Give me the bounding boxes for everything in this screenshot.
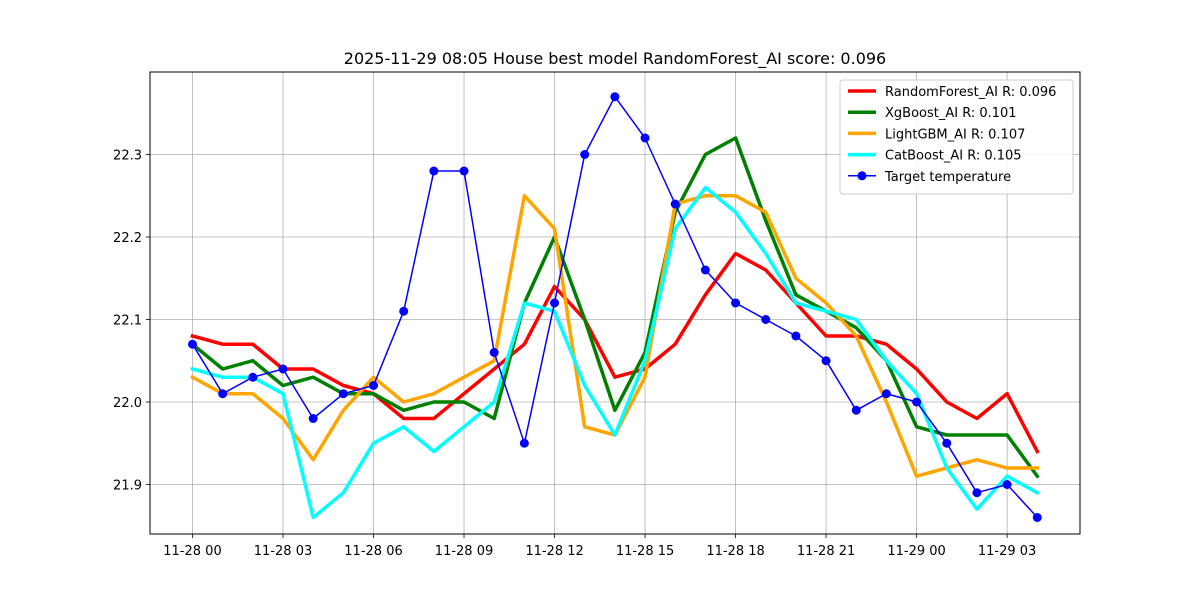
series-line bbox=[190, 251, 1040, 454]
data-point bbox=[761, 315, 771, 324]
data-point bbox=[550, 298, 560, 308]
data-point bbox=[670, 199, 680, 209]
data-point bbox=[851, 405, 861, 415]
data-point bbox=[1002, 480, 1012, 489]
data-point bbox=[791, 331, 801, 341]
plot-frame bbox=[149, 71, 1081, 535]
data-point bbox=[580, 150, 590, 159]
data-point bbox=[278, 364, 288, 374]
data-point bbox=[429, 166, 439, 176]
data-point bbox=[459, 166, 469, 176]
data-point bbox=[218, 389, 228, 399]
x-tick-label: 11-28 06 bbox=[344, 544, 402, 559]
data-point bbox=[399, 306, 409, 316]
x-tick-label: 11-28 00 bbox=[163, 544, 221, 559]
legend-label: CatBoost_AI R: 0.105 bbox=[885, 149, 1022, 164]
series-3 bbox=[190, 185, 1040, 520]
legend-item: RandomForest_AI R: 0.096 bbox=[848, 85, 1056, 100]
series-1 bbox=[190, 136, 1040, 479]
x-tick-label: 11-28 03 bbox=[254, 544, 312, 559]
data-point bbox=[519, 438, 529, 448]
data-point bbox=[942, 438, 952, 448]
x-tick-label: 11-28 15 bbox=[616, 544, 674, 559]
legend-marker bbox=[857, 171, 867, 181]
x-tick-label: 11-28 18 bbox=[706, 544, 764, 559]
y-tick-label: 22.1 bbox=[113, 314, 142, 329]
y-tick-label: 22.2 bbox=[113, 231, 142, 246]
data-point bbox=[1032, 513, 1042, 522]
x-tick-label: 11-29 00 bbox=[887, 544, 945, 559]
x-tick-label: 11-28 21 bbox=[797, 544, 855, 559]
data-point bbox=[338, 389, 348, 399]
data-point bbox=[912, 397, 922, 407]
x-tick-label: 11-28 09 bbox=[435, 544, 493, 559]
series-line bbox=[190, 136, 1040, 479]
data-point bbox=[248, 372, 258, 382]
data-point bbox=[308, 414, 318, 423]
legend-item: LightGBM_AI R: 0.107 bbox=[848, 127, 1025, 142]
legend-label: LightGBM_AI R: 0.107 bbox=[885, 127, 1025, 142]
series-line bbox=[190, 185, 1040, 520]
data-point bbox=[610, 92, 620, 102]
legend-label: RandomForest_AI R: 0.096 bbox=[885, 85, 1056, 100]
data-point bbox=[640, 133, 650, 143]
series-4 bbox=[188, 92, 1042, 522]
legend-frame bbox=[839, 79, 1074, 195]
y-tick-label: 21.9 bbox=[113, 479, 142, 494]
data-point bbox=[188, 339, 197, 349]
data-point bbox=[821, 356, 831, 366]
data-point bbox=[369, 381, 379, 390]
legend-item: CatBoost_AI R: 0.105 bbox=[848, 149, 1022, 164]
legend-label: XgBoost_AI R: 0.101 bbox=[885, 106, 1017, 121]
legend: RandomForest_AI R: 0.096 XgBoost_AI R: 0.… bbox=[839, 79, 1074, 195]
legend-label: Target temperature bbox=[884, 170, 1011, 185]
data-point bbox=[731, 298, 741, 308]
series-0 bbox=[190, 251, 1040, 454]
y-tick-label: 22.3 bbox=[113, 149, 142, 164]
x-tick-label: 11-28 12 bbox=[525, 544, 583, 559]
x-tick-label: 11-29 03 bbox=[978, 544, 1036, 559]
series-layer bbox=[188, 92, 1042, 522]
data-point bbox=[700, 265, 710, 275]
axis-layer: 11-28 00 11-28 03 11-28 06 11-28 09 11-28 12… bbox=[113, 149, 1036, 560]
data-point bbox=[972, 488, 982, 498]
legend-item: XgBoost_AI R: 0.101 bbox=[848, 106, 1017, 121]
data-point bbox=[881, 389, 891, 399]
chart-title: 2025-11-29 08:05 House best model Random… bbox=[344, 49, 886, 69]
y-tick-label: 22.0 bbox=[113, 396, 142, 411]
data-point bbox=[489, 348, 499, 357]
legend-item: Target temperature bbox=[848, 170, 1011, 185]
